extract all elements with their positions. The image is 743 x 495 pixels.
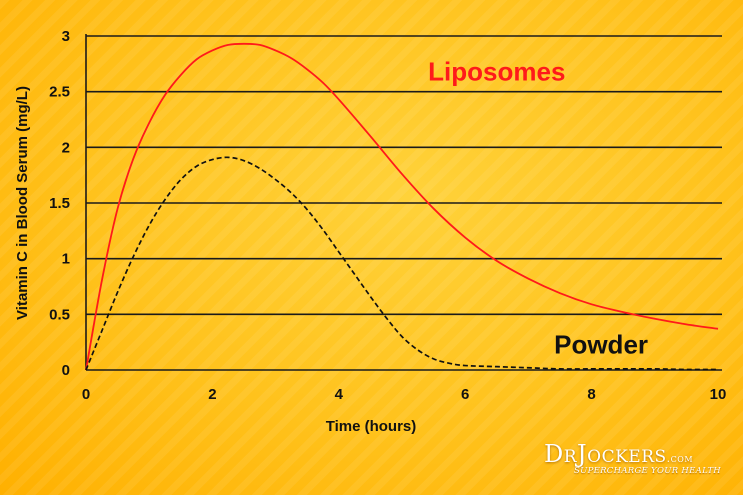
grid-lines	[86, 35, 722, 316]
y-tick-label: 0.5	[49, 306, 70, 323]
x-tick-label: 10	[710, 386, 727, 403]
axes	[85, 34, 722, 371]
x-tick-labels: 0 2 4 6 8 10	[82, 386, 727, 403]
brand-tagline: SUPERCHARGE YOUR HEALTH	[574, 466, 721, 476]
x-tick-label: 2	[208, 386, 216, 403]
series-line-powder	[85, 156, 719, 371]
y-tick-label: 3	[62, 28, 70, 45]
brand-name: DrJockers.com	[544, 440, 693, 468]
annotation-liposomes: Liposomes	[428, 57, 565, 87]
series-lines	[85, 42, 719, 371]
brand-name-text: DrJockers	[544, 440, 667, 468]
annotation-powder: Powder	[554, 329, 648, 359]
brand-logo: DrJockers.com SUPERCHARGE YOUR HEALTH	[544, 442, 721, 476]
brand-suffix: .com	[666, 452, 694, 465]
series-line-liposomes	[85, 42, 719, 371]
x-axis-title: Time (hours)	[326, 418, 417, 435]
x-tick-label: 4	[335, 386, 344, 403]
y-tick-labels: 0 0.5 1 1.5 2 2.5 3	[49, 28, 70, 379]
y-tick-label: 1.5	[49, 195, 70, 212]
y-tick-label: 2.5	[49, 84, 70, 101]
y-tick-label: 0	[62, 362, 70, 379]
x-tick-label: 6	[461, 386, 469, 403]
y-tick-label: 1	[62, 251, 70, 268]
y-axis-title: Vitamin C in Blood Serum (mg/L)	[14, 86, 31, 320]
series-annotations: Liposomes Powder	[428, 57, 648, 360]
x-tick-label: 0	[82, 386, 90, 403]
y-tick-label: 2	[62, 139, 70, 156]
x-tick-label: 8	[587, 386, 595, 403]
